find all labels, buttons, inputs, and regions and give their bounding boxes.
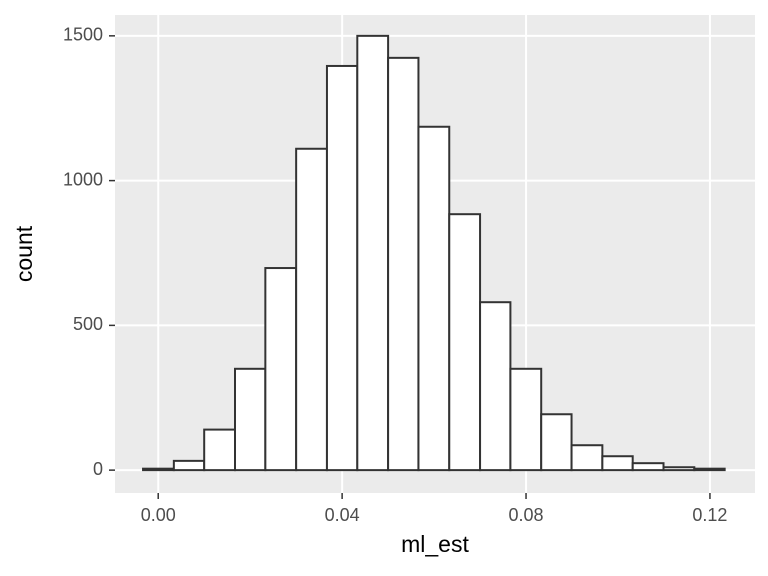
bar [234,367,267,472]
bar [570,444,604,472]
bar [417,125,451,472]
bar [631,462,665,472]
bar [325,64,359,472]
bar [203,428,237,472]
y-tick-label: 1000 [63,169,103,189]
bar [662,466,696,472]
y-axis-title: count [11,225,37,282]
bar [448,213,482,472]
x-tick-label: 0.12 [692,505,727,525]
bar [264,267,298,472]
bar [479,301,512,472]
bar [509,367,543,472]
bar [693,467,726,472]
bar [601,455,634,472]
y-tick-label: 500 [73,314,103,334]
bar [387,56,420,472]
bar [356,34,390,472]
bar [540,413,573,472]
y-tick-label: 0 [93,459,103,479]
x-tick-label: 0.04 [325,505,360,525]
bar [172,459,206,472]
bar [295,147,328,472]
bar [142,467,175,472]
x-tick-label: 0.00 [141,505,176,525]
y-tick-label: 1500 [63,25,103,45]
x-tick-label: 0.08 [509,505,544,525]
x-axis-title: ml_est [401,531,469,557]
